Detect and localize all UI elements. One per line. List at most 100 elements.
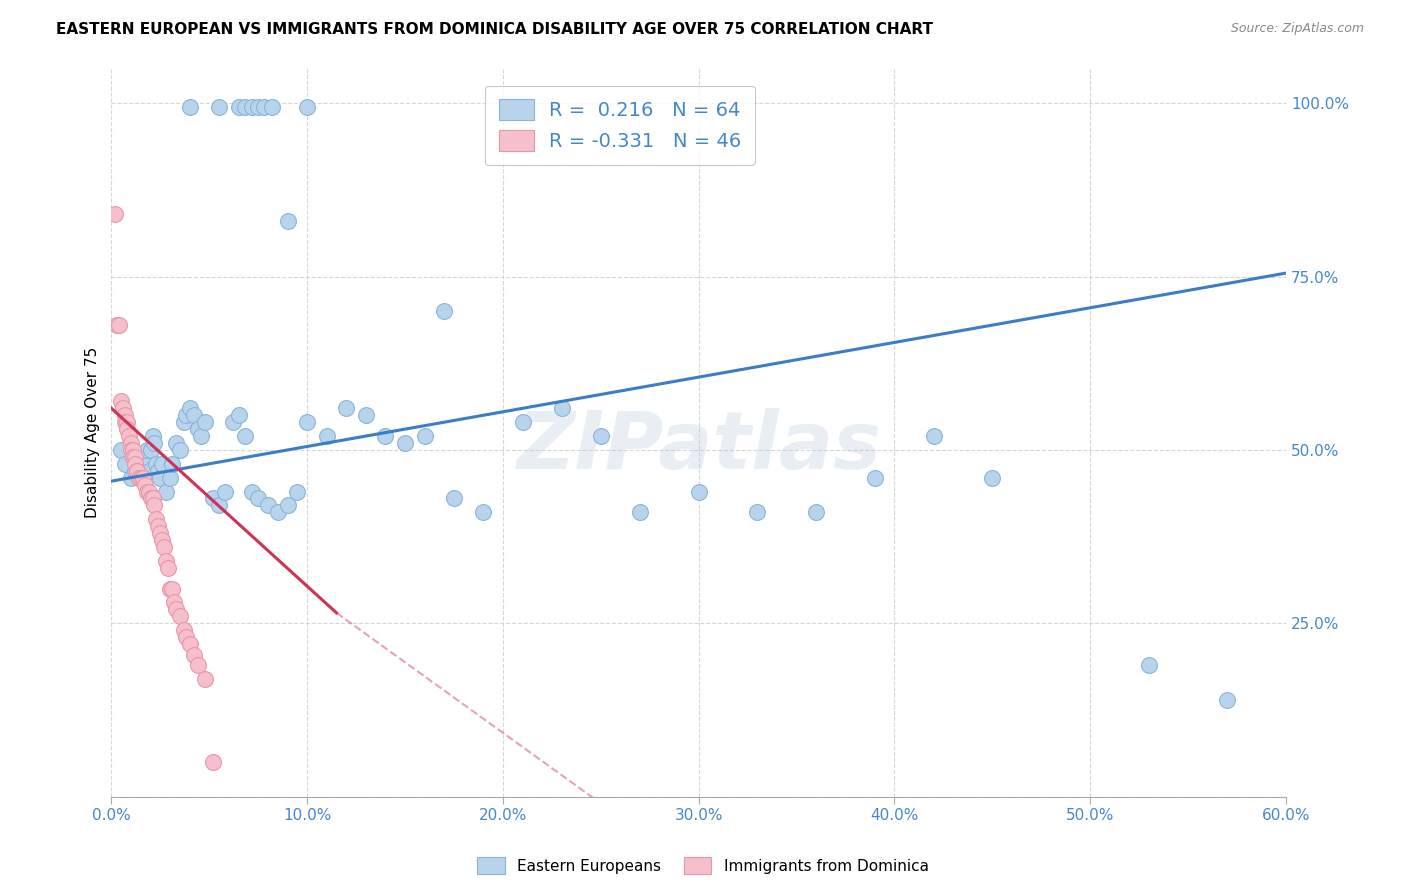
Point (512, 415, 534, 429)
Point (257, 499, 280, 513)
Point (240, 484, 263, 499)
Point (194, 415, 217, 429)
Point (118, 429, 141, 443)
Point (155, 554, 177, 568)
Point (124, 457, 146, 471)
Point (141, 429, 163, 443)
Point (149, 526, 172, 541)
Point (115, 422, 138, 436)
Point (472, 505, 495, 519)
Point (1216, 692, 1239, 706)
Point (145, 457, 167, 471)
Text: Source: ZipAtlas.com: Source: ZipAtlas.com (1230, 22, 1364, 36)
Point (105, 318, 128, 332)
Point (153, 540, 176, 554)
Point (165, 436, 187, 450)
Point (208, 499, 231, 513)
Point (287, 484, 309, 499)
Point (160, 457, 183, 471)
Point (129, 450, 152, 464)
Point (122, 442, 145, 457)
Point (128, 471, 150, 485)
Point (295, 415, 318, 429)
Point (149, 471, 172, 485)
Point (138, 464, 160, 478)
Legend: R =  0.216   N = 64, R = -0.331   N = 46: R = 0.216 N = 64, R = -0.331 N = 46 (485, 86, 755, 165)
Point (169, 442, 191, 457)
Point (159, 471, 181, 485)
Point (148, 464, 170, 478)
Point (104, 207, 127, 221)
Point (228, 409, 250, 423)
Point (589, 429, 612, 443)
Text: EASTERN EUROPEAN VS IMMIGRANTS FROM DOMINICA DISABILITY AGE OVER 75 CORRELATION : EASTERN EUROPEAN VS IMMIGRANTS FROM DOMI… (56, 22, 934, 37)
Point (115, 415, 138, 429)
Point (374, 429, 396, 443)
Point (179, 401, 201, 416)
Point (120, 442, 142, 457)
Point (112, 401, 135, 416)
Point (187, 657, 209, 672)
Point (277, 499, 299, 513)
Point (222, 415, 245, 429)
Point (233, 429, 256, 443)
Point (135, 442, 157, 457)
Point (138, 484, 160, 499)
Point (183, 409, 205, 423)
Point (110, 442, 132, 457)
Point (179, 100, 201, 114)
Point (214, 484, 236, 499)
Point (110, 394, 132, 409)
Point (981, 471, 1004, 485)
Point (173, 415, 195, 429)
Point (202, 755, 225, 769)
Point (174, 409, 197, 423)
Point (187, 422, 209, 436)
Point (190, 429, 212, 443)
Point (139, 491, 162, 506)
Point (183, 648, 205, 662)
Point (550, 401, 572, 416)
Point (150, 533, 173, 547)
Point (804, 505, 827, 519)
Point (160, 582, 183, 596)
Point (125, 464, 148, 478)
Point (688, 484, 710, 499)
Point (413, 429, 436, 443)
Point (174, 630, 197, 644)
Point (150, 457, 173, 471)
Point (114, 409, 136, 423)
Point (145, 512, 167, 526)
Point (125, 457, 148, 471)
Legend: Eastern Europeans, Immigrants from Dominica: Eastern Europeans, Immigrants from Domin… (471, 851, 935, 880)
Point (628, 505, 651, 519)
Point (169, 609, 191, 624)
Point (122, 450, 145, 464)
Point (122, 450, 145, 464)
Point (202, 491, 225, 506)
Point (124, 464, 146, 478)
Point (114, 457, 136, 471)
Point (114, 415, 136, 429)
Point (132, 471, 155, 485)
Point (135, 484, 157, 499)
Point (247, 100, 270, 114)
Point (159, 582, 181, 596)
Point (132, 464, 155, 478)
Point (443, 491, 465, 506)
Point (747, 505, 769, 519)
Point (315, 429, 337, 443)
Point (208, 100, 231, 114)
Point (173, 624, 195, 638)
Point (295, 100, 318, 114)
Point (922, 429, 945, 443)
Point (157, 561, 180, 575)
Point (260, 100, 283, 114)
Point (233, 100, 256, 114)
Point (194, 672, 217, 686)
Point (240, 100, 263, 114)
Point (247, 491, 270, 506)
Point (134, 477, 156, 491)
Point (120, 436, 142, 450)
Point (335, 401, 357, 416)
